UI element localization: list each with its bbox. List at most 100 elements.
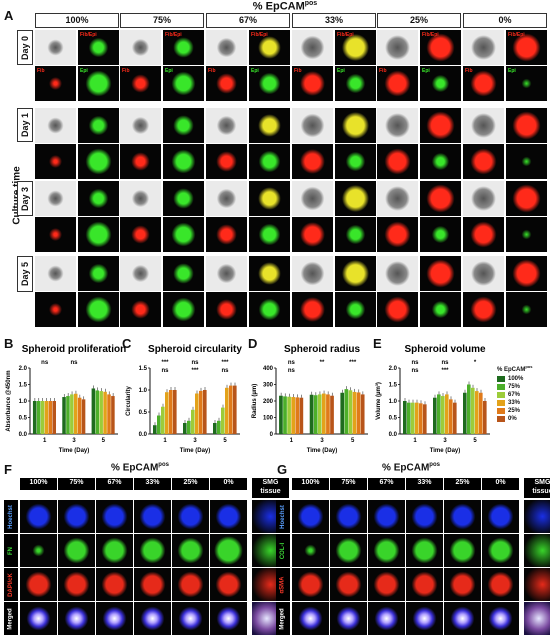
x-tick-label: 5	[102, 438, 106, 444]
image-tile	[368, 534, 405, 567]
y-tick-label: 1.5	[139, 366, 148, 372]
bar	[44, 401, 49, 434]
bar	[403, 401, 407, 434]
image-tile	[120, 181, 161, 216]
image-tile	[20, 568, 57, 601]
image-tile	[78, 144, 119, 179]
image-tile	[524, 568, 550, 601]
legend-swatch	[497, 376, 505, 382]
image-tile	[368, 602, 405, 635]
bar	[74, 393, 78, 434]
image-tile	[96, 568, 133, 601]
image-tile	[78, 108, 119, 143]
bar	[195, 393, 199, 434]
row-label-3: Merged	[4, 602, 18, 635]
image-tile	[163, 108, 204, 143]
image-tile	[163, 256, 204, 291]
bar	[326, 394, 330, 434]
bar	[356, 392, 361, 434]
bar	[330, 395, 334, 434]
bar	[111, 396, 115, 434]
bar	[70, 394, 74, 434]
x-tick-label: 1	[413, 438, 417, 444]
y-tick-label: 100	[263, 416, 274, 422]
row-label-text: Day 3	[20, 186, 30, 211]
image-tile	[330, 602, 367, 635]
chart-title: Spheroid volume	[404, 344, 486, 355]
image-tile	[78, 30, 119, 65]
bar	[483, 401, 487, 434]
image-tile	[163, 66, 204, 101]
bar	[287, 396, 291, 434]
fib-label: Fib	[122, 68, 130, 74]
image-tile	[292, 144, 333, 179]
image-tile	[35, 217, 76, 252]
image-tile	[163, 217, 204, 252]
epi-label: Epi	[508, 68, 516, 74]
image-tile	[377, 144, 418, 179]
image-tile	[463, 108, 504, 143]
bar	[40, 401, 45, 434]
bar	[52, 401, 56, 434]
image-tile	[120, 256, 161, 291]
chart-legend: % EpCAMpos 100% 75% 67% 33% 25% 0%	[497, 364, 549, 423]
fib-epi-label: Fib/Epi	[508, 32, 525, 38]
image-tile	[368, 500, 405, 533]
bar	[475, 391, 479, 434]
y-tick-label: 0.0	[389, 432, 398, 438]
x-tick-label: 3	[320, 438, 324, 444]
fib-epi-label: Fib/Epi	[337, 32, 354, 38]
image-tile	[335, 108, 376, 143]
x-axis-label: Time (Day)	[430, 448, 461, 454]
y-axis-label: Volume (µm³)	[375, 382, 382, 420]
epi-label: Epi	[337, 68, 345, 74]
image-tile	[377, 256, 418, 291]
image-tile	[420, 256, 461, 291]
fib-label: Fib	[208, 68, 216, 74]
column-header-75pct: 75%	[58, 478, 95, 490]
panel-e-letter: E	[373, 336, 382, 351]
bar	[161, 406, 165, 434]
legend-swatch	[497, 392, 505, 398]
column-header-67pct: 67%	[206, 13, 290, 28]
smg-label: SMG	[262, 479, 279, 486]
image-tile	[482, 534, 519, 567]
epi-label: Epi	[165, 68, 173, 74]
significance-label: ns	[221, 368, 229, 374]
significance-label: ns	[41, 360, 49, 366]
bar	[348, 390, 353, 434]
bar	[279, 395, 283, 434]
x-tick-label: 5	[223, 438, 227, 444]
column-header-0pct: 0%	[463, 13, 547, 28]
image-tile	[463, 144, 504, 179]
row-label-text: αSMA	[280, 575, 286, 594]
legend-label: 100%	[508, 376, 524, 382]
image-tile	[210, 500, 247, 533]
image-tile	[120, 292, 161, 327]
epi-label: Epi	[80, 68, 88, 74]
image-tile	[206, 66, 247, 101]
bar	[411, 402, 415, 434]
significance-label: ***	[221, 360, 229, 366]
image-tile	[292, 108, 333, 143]
column-header-100pct: 100%	[35, 13, 119, 28]
significance-label: ns	[411, 368, 419, 374]
column-header-75pct: 75%	[330, 478, 367, 490]
image-tile	[330, 568, 367, 601]
bar	[322, 393, 326, 434]
chart-title: Spheroid radius	[284, 344, 361, 355]
image-tile	[506, 108, 547, 143]
significance-label: *	[474, 360, 477, 366]
y-tick-label: 0	[270, 432, 274, 438]
y-tick-label: 0.0	[139, 432, 148, 438]
image-tile	[20, 602, 57, 635]
row-label-3: Merged	[276, 602, 290, 635]
y-tick-label: 200	[263, 399, 274, 405]
image-tile	[406, 602, 443, 635]
legend-title: % EpCAMpos	[497, 364, 533, 373]
image-tile	[163, 292, 204, 327]
bar	[295, 397, 300, 434]
image-tile	[335, 30, 376, 65]
legend-swatch	[497, 384, 505, 390]
image-tile	[463, 30, 504, 65]
